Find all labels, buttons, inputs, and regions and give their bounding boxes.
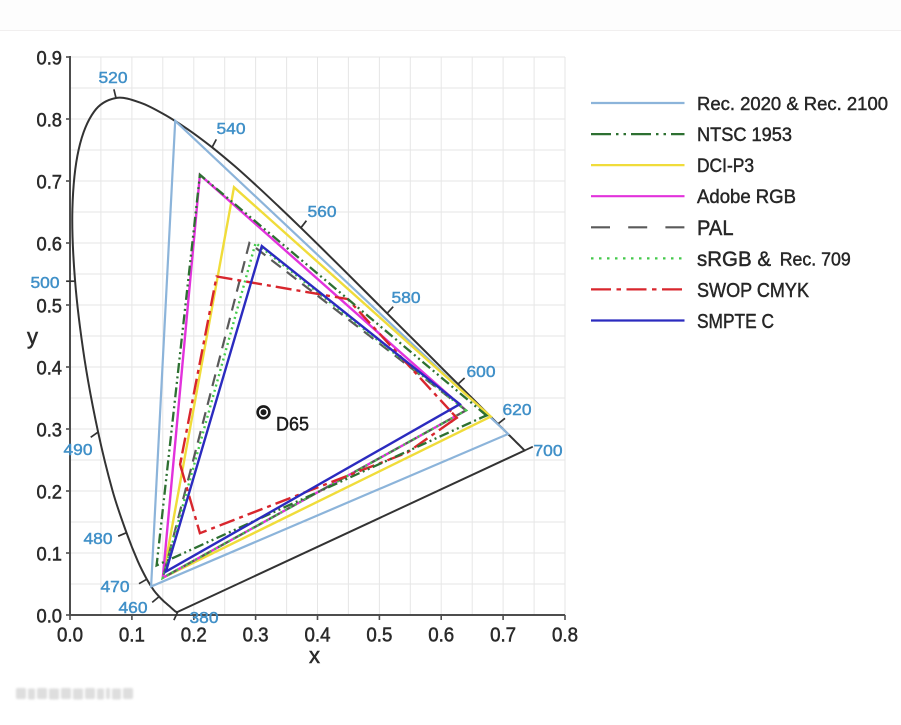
svg-text:0.7: 0.7 [490,625,516,647]
svg-text:0.3: 0.3 [37,421,63,442]
svg-text:DCI-P3: DCI-P3 [697,156,754,177]
svg-text:0.0: 0.0 [37,607,63,628]
svg-text:560: 560 [308,204,337,221]
svg-text:x: x [309,643,320,668]
svg-text:0.9: 0.9 [37,49,63,70]
svg-text:0.6: 0.6 [428,625,454,647]
svg-text:0.6: 0.6 [37,235,63,256]
svg-text:y: y [27,324,38,349]
svg-text:PAL: PAL [697,217,734,240]
svg-text:0.4: 0.4 [305,625,331,647]
svg-text:NTSC 1953: NTSC 1953 [697,125,792,146]
svg-text:0.0: 0.0 [57,625,83,647]
svg-text:480: 480 [84,531,113,548]
svg-text:0.3: 0.3 [243,625,269,647]
svg-text:490: 490 [64,442,93,459]
svg-text:0.2: 0.2 [181,625,207,647]
svg-text:540: 540 [217,121,246,138]
svg-text:sRGB &: sRGB & [697,248,771,271]
svg-text:500: 500 [31,275,60,292]
svg-text:0.4: 0.4 [37,359,63,380]
svg-text:Rec. 2020 & Rec. 2100: Rec. 2020 & Rec. 2100 [697,93,888,114]
svg-text:Rec. 709: Rec. 709 [780,248,851,269]
svg-text:SWOP CMYK: SWOP CMYK [697,280,810,302]
svg-text:380: 380 [190,610,219,627]
svg-text:460: 460 [119,600,148,617]
svg-text:0.8: 0.8 [552,625,578,647]
svg-text:0.1: 0.1 [119,625,145,647]
svg-text:700: 700 [534,443,563,460]
svg-text:0.5: 0.5 [37,297,63,318]
svg-text:580: 580 [392,290,421,307]
svg-text:520: 520 [99,70,128,87]
svg-text:620: 620 [503,402,532,419]
svg-text:Adobe RGB: Adobe RGB [697,187,796,208]
svg-text:0.5: 0.5 [366,625,392,647]
svg-text:0.8: 0.8 [37,111,63,132]
svg-text:0.7: 0.7 [37,173,63,194]
svg-text:D65: D65 [276,414,309,436]
svg-text:600: 600 [467,364,496,381]
svg-text:SMPTE C: SMPTE C [697,311,774,333]
svg-text:0.2: 0.2 [37,483,63,504]
svg-text:0.1: 0.1 [37,545,63,566]
svg-text:470: 470 [101,579,130,596]
